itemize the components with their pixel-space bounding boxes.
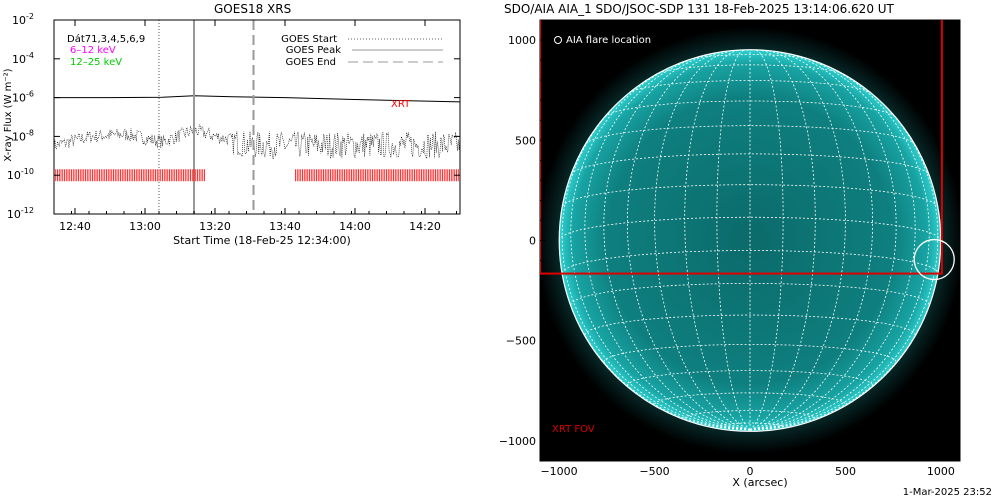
- longitude-line: [570, 60, 751, 431]
- latitude-line: [628, 80, 872, 94]
- y-tick-label: 10-4: [12, 51, 34, 66]
- x-tick-label: 12:40: [59, 220, 91, 233]
- goes-legend: Dát71,3,4,5,6,9 6–12 keV 12–25 keV GOES …: [67, 33, 443, 110]
- longitude-line: [749, 60, 930, 431]
- longitude-line: [603, 51, 751, 431]
- y-tick-label: −1000: [500, 435, 536, 448]
- goes-xlabel: Start Time (18-Feb-25 12:34:00): [173, 234, 351, 247]
- heliographic-grid: [559, 49, 941, 431]
- longitude-line: [749, 51, 897, 431]
- x-tick-label: 13:00: [129, 220, 161, 233]
- x-tick-label: 0: [747, 465, 754, 478]
- y-tick-label: 0: [529, 235, 536, 248]
- x-tick-label: 14:20: [409, 220, 441, 233]
- flare-legend-icon: [554, 36, 562, 44]
- legend-end-label: GOES End: [286, 57, 336, 68]
- latitude-line: [585, 125, 915, 144]
- y-tick-label: 10-2: [12, 12, 34, 27]
- latitude-line: [688, 54, 812, 61]
- legend-start-label: GOES Start: [281, 34, 337, 45]
- latitude-line: [570, 153, 930, 175]
- footer-timestamp: 1-Mar-2025 23:52: [902, 487, 992, 498]
- goes-title: GOES18 XRS: [214, 2, 292, 16]
- goes-ylabel: X-ray Flux (W m⁻²): [3, 68, 14, 161]
- x-tick-label: 14:00: [339, 220, 371, 233]
- xrt-label: XRT: [391, 99, 411, 110]
- band-low-label: 6–12 keV: [70, 45, 116, 56]
- x-tick-label: 500: [835, 465, 856, 478]
- y-tick-label: 500: [515, 134, 536, 147]
- goes-chart: 12:40 13:00 13:20 13:40 14:00 14:20 10-12 10-10…: [3, 12, 461, 247]
- latitude-line: [684, 410, 816, 419]
- series-6-12-kev: [54, 95, 461, 103]
- y-tick-label: 10-10: [7, 167, 34, 182]
- x-tick-label: −1000: [540, 465, 577, 478]
- xrt-fov-label: XRT FOV: [552, 424, 595, 435]
- channels-label: Dát71,3,4,5,6,9: [67, 33, 145, 45]
- y-tick-label: −500: [506, 335, 536, 348]
- longitude-line: [749, 54, 916, 431]
- y-tick-label: 1000: [508, 34, 536, 47]
- longitude-line: [654, 49, 751, 431]
- band-high-label: 12–25 keV: [70, 57, 122, 68]
- x-tick-label: −500: [639, 465, 669, 478]
- y-tick-label: 10-12: [7, 206, 34, 221]
- flare-legend-label: AIA flare location: [566, 35, 651, 46]
- aia-image: AIA flare location XRT FOV −1000 −500 0 500…: [500, 19, 961, 489]
- y-tick-label: 10-8: [12, 128, 34, 143]
- x-tick-label: 1000: [927, 465, 955, 478]
- aia-xlabel: X (arcsec): [732, 476, 787, 489]
- longitude-line: [584, 54, 751, 431]
- x-tick-label: 13:20: [199, 220, 231, 233]
- aia-title: SDO/AIA AIA_1 SDO/JSOC-SDP 131 18-Feb-20…: [504, 2, 894, 16]
- y-tick-label: 10-6: [12, 90, 34, 105]
- x-tick-label: 13:40: [269, 220, 301, 233]
- longitude-line: [749, 49, 846, 431]
- goes-plot-frame: [53, 19, 461, 215]
- longitude-line: [561, 84, 751, 431]
- legend-peak-label: GOES Peak: [286, 45, 341, 56]
- flare-location-circle: [913, 238, 955, 281]
- series-12-25-kev: [53, 124, 461, 160]
- xrt-fov-box: [540, 20, 943, 275]
- longitude-line: [749, 84, 939, 431]
- latitude-line: [604, 100, 896, 118]
